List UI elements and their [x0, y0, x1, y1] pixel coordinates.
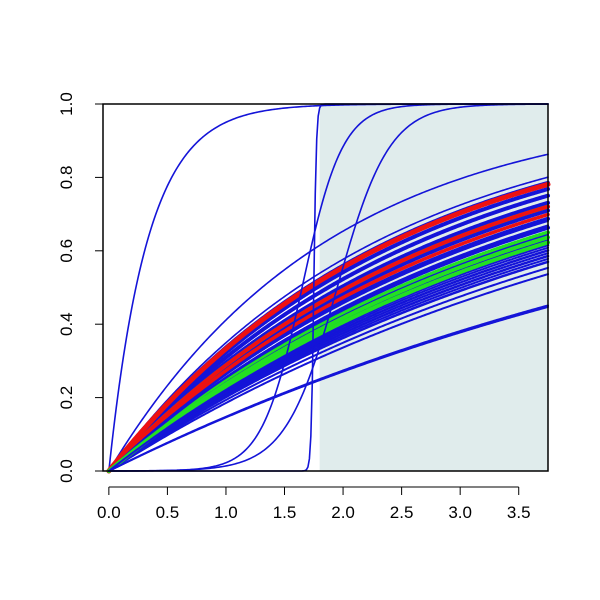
- y-tick-label-4: 0.8: [57, 166, 76, 190]
- series-line-blue-32: [107, 305, 549, 472]
- y-tick-label-3: 0.6: [57, 239, 76, 263]
- series-line-blue-35: [108, 103, 549, 472]
- y-tick-label-5: 1.0: [57, 92, 76, 116]
- y-tick-label-1: 0.2: [57, 386, 76, 410]
- plot-frame: [102, 103, 549, 472]
- series-line-red-12: [106, 181, 551, 474]
- series-line-blue-23: [107, 273, 549, 472]
- series-line-blue-27: [107, 266, 549, 472]
- series-line-blue-25: [107, 257, 549, 472]
- x-tick-label-5: 2.5: [390, 503, 414, 522]
- y-tick-label-0: 0.0: [57, 459, 76, 483]
- x-tick-label-3: 1.5: [273, 503, 297, 522]
- x-tick-label-4: 2.0: [331, 503, 355, 522]
- series-line-blue-15: [107, 219, 549, 472]
- series-line-red-14: [107, 212, 550, 473]
- x-axis: 0.0 0.5 1.0 1.5 2.0 2.5 3.0 3.5: [97, 486, 531, 522]
- series-line-blue-2: [108, 176, 549, 472]
- series-line-blue-1: [108, 153, 549, 472]
- y-axis: 0.0 0.2 0.4 0.6 0.8 1.0: [57, 92, 103, 483]
- series-line-blue-26: [108, 252, 549, 472]
- series-line-blue-30: [107, 246, 549, 472]
- series-line-blue-16: [107, 224, 549, 472]
- x-tick-label-1: 0.5: [156, 503, 180, 522]
- x-tick-label-6: 3.0: [448, 503, 472, 522]
- series-line-blue-5: [106, 193, 550, 473]
- x-tick-label-7: 3.5: [507, 503, 531, 522]
- y-tick-label-2: 0.4: [57, 312, 76, 336]
- x-tick-label-2: 1.0: [214, 503, 238, 522]
- series-line-green-29: [106, 240, 550, 473]
- x-tick-label-0: 0.0: [97, 503, 121, 522]
- series-line-red-13: [106, 204, 550, 473]
